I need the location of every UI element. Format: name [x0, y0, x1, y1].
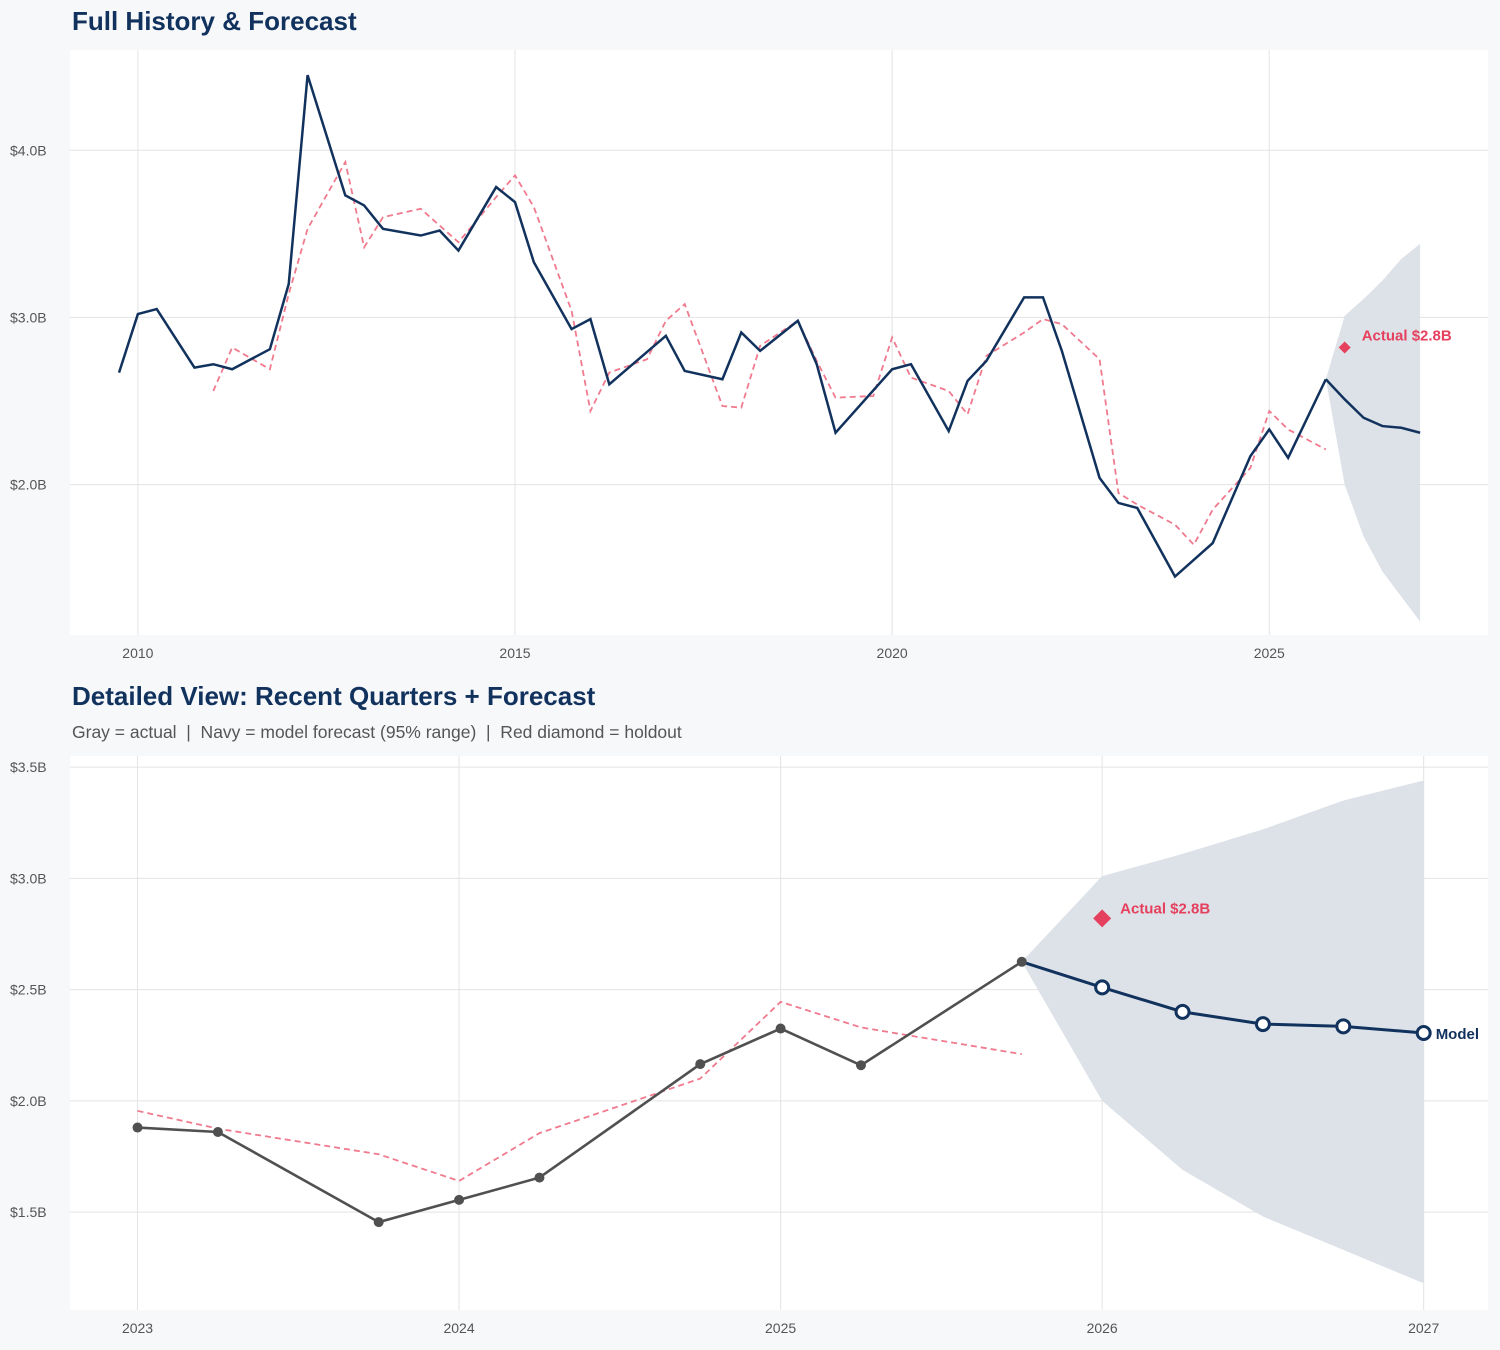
top-holdout-diamond — [1338, 341, 1351, 354]
top-plot-area — [70, 50, 1488, 635]
bottom-y-tick-label: $2.5B — [10, 982, 47, 998]
top-y-tick-label: $4.0B — [10, 142, 47, 158]
top-actual-line — [117, 74, 1327, 579]
bottom-y-tick-label: $3.5B — [10, 759, 47, 775]
bottom-x-tick-label: 2026 — [1087, 1320, 1118, 1336]
bottom-forecast-line — [1021, 960, 1424, 1035]
bottom-chart-title: Detailed View: Recent Quarters + Forecas… — [72, 681, 596, 711]
bottom-actual-point — [373, 1217, 384, 1228]
top-x-tick-label: 2010 — [122, 645, 153, 661]
bottom-forecast-point — [1335, 1018, 1352, 1035]
bottom-fitted-line — [137, 1000, 1022, 1182]
top-y-tick-label: $3.0B — [10, 309, 47, 325]
bottom-holdout-label: Actual $2.8B — [1120, 900, 1210, 917]
bottom-y-tick-label: $2.0B — [10, 1093, 47, 1109]
bottom-actual-point — [212, 1127, 223, 1138]
top-holdout-label: Actual $2.8B — [1362, 328, 1452, 345]
bottom-forecast-label: Model — [1436, 1026, 1479, 1043]
bottom-forecast-point — [1254, 1016, 1271, 1033]
bottom-forecast-point — [1415, 1025, 1432, 1041]
bottom-x-tick-label: 2023 — [122, 1320, 153, 1336]
top-fitted-line — [212, 159, 1327, 547]
top-forecast-line — [1324, 378, 1421, 434]
bottom-actual-point — [132, 1122, 143, 1133]
bottom-actual-point — [534, 1172, 545, 1183]
bottom-y-tick-label: $3.0B — [10, 870, 47, 886]
bottom-actual-point — [775, 1023, 786, 1034]
bottom-chart-subtitle: Gray = actual | Navy = model forecast (9… — [72, 722, 682, 742]
top-chart-title: Full History & Forecast — [72, 6, 357, 36]
top-chart: $2.0B $3.0B $4.0B 2010 2015 2020 2025 Actual $2… — [10, 50, 1488, 661]
bottom-forecast-point — [1174, 1003, 1191, 1020]
bottom-y-tick-label: $1.5B — [10, 1204, 47, 1220]
bottom-x-tick-label: 2024 — [443, 1320, 474, 1336]
bottom-forecast-band — [1021, 780, 1424, 1284]
top-forecast-band — [1325, 243, 1421, 622]
top-x-tick-label: 2015 — [499, 645, 530, 661]
top-x-tick-label: 2025 — [1254, 645, 1285, 661]
bottom-actual-point — [454, 1194, 465, 1205]
top-x-tick-label: 2020 — [877, 645, 908, 661]
bottom-forecast-point — [1094, 979, 1111, 996]
bottom-x-tick-label: 2025 — [765, 1320, 796, 1336]
bottom-holdout-diamond — [1093, 909, 1112, 928]
bottom-actual-point — [1016, 956, 1027, 967]
bottom-actual-point — [855, 1060, 866, 1071]
top-y-tick-label: $2.0B — [10, 477, 47, 493]
bottom-actual-point — [695, 1059, 706, 1070]
bottom-x-tick-label: 2027 — [1408, 1320, 1439, 1336]
bottom-chart: $1.5B $2.0B $2.5B $3.0B $3.5B 2023 2024 2025 202… — [10, 756, 1488, 1336]
